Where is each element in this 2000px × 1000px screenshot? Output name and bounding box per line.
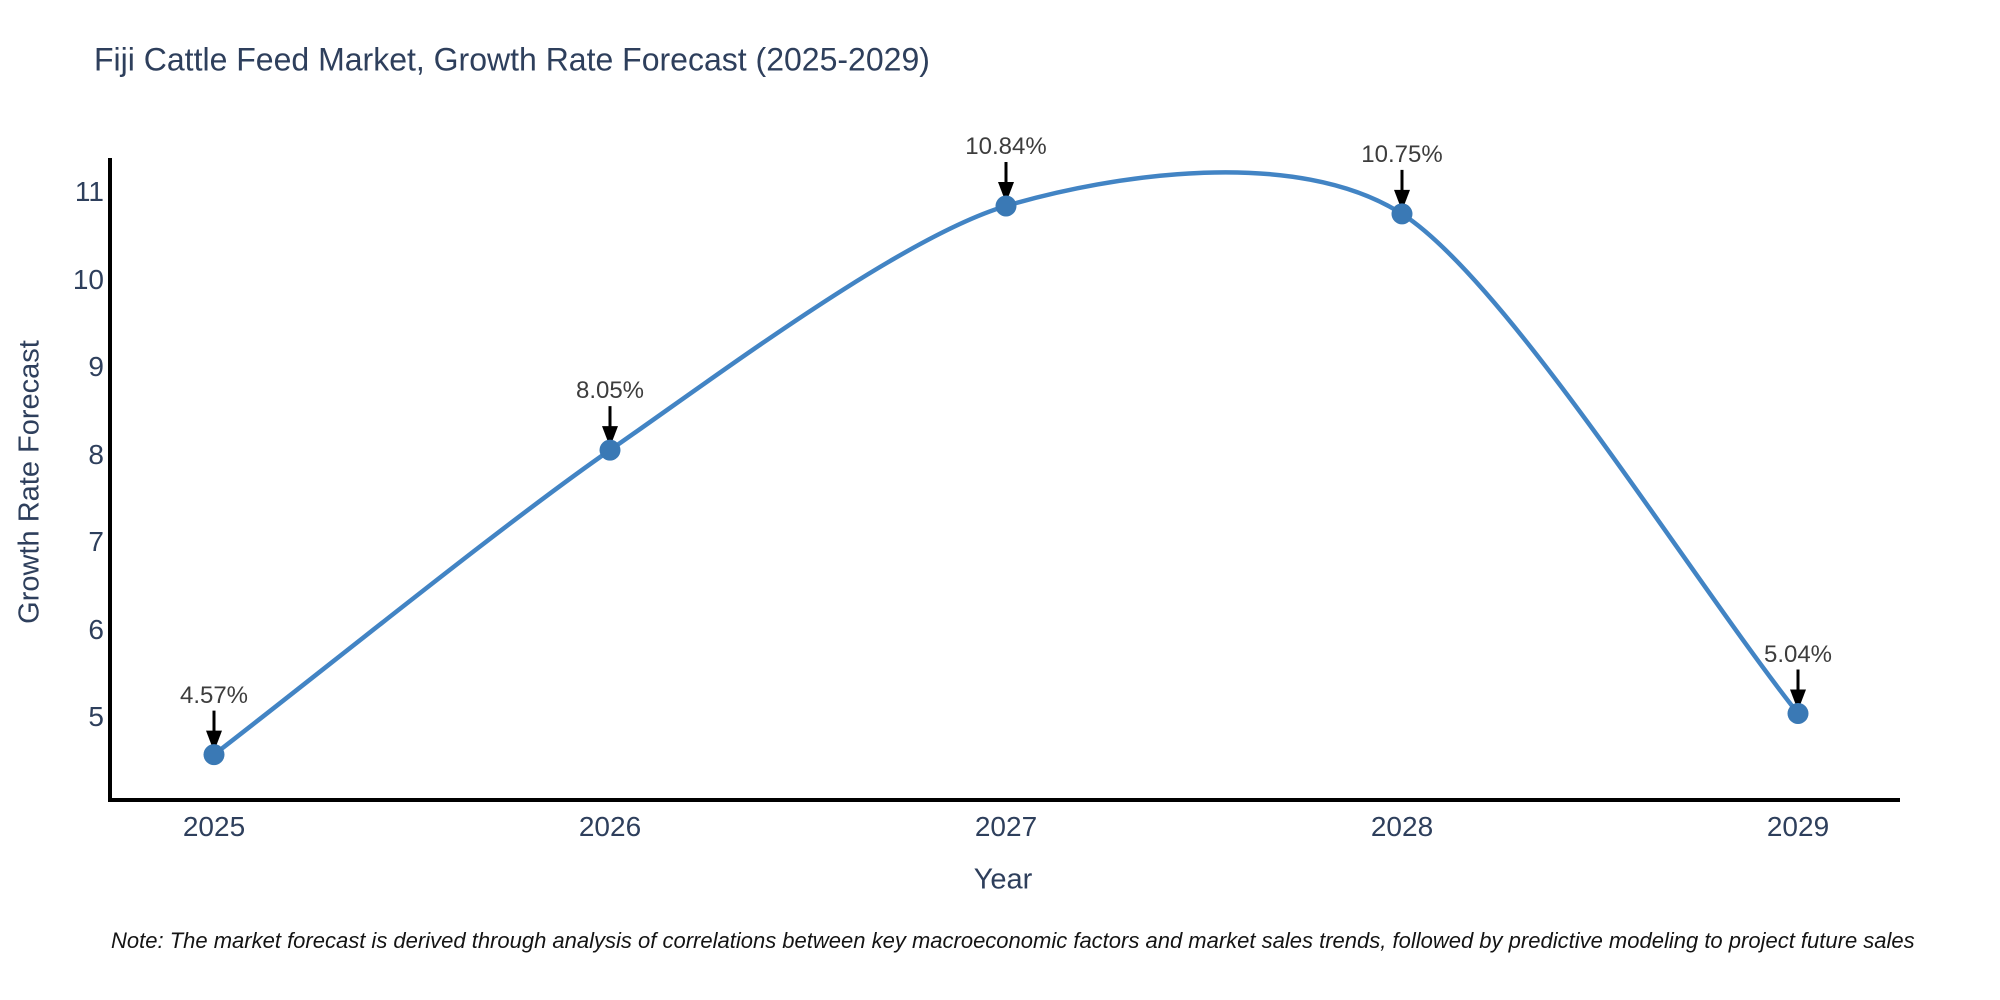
annotation-arrowhead-icon [1790,689,1806,711]
x-tick-label: 2029 [1766,811,1830,842]
data-point-markers [203,195,1809,766]
x-axis-title: Year [973,863,1033,896]
y-tick-label: 8 [88,438,104,470]
data-point-marker [1391,203,1413,225]
annotation-arrowhead-icon [206,730,222,752]
forecast-line [211,170,1801,757]
x-tick-label: 2026 [578,811,642,842]
point-label: 8.05% [575,377,645,405]
data-point-marker [599,439,621,461]
annotation-arrows [206,162,1806,752]
y-tick-label: 9 [88,351,104,382]
y-axis-title: Growth Rate Forecast [13,340,46,624]
annotation-arrowhead-icon [998,182,1014,203]
x-tick-label: 2028 [1370,811,1434,842]
footnote: Note: The market forecast is derived thr… [111,928,1915,953]
y-tick-label: 7 [88,526,104,557]
y-tick-label: 10 [72,263,104,295]
data-point-marker [203,744,225,766]
point-label: 5.04% [1763,640,1833,668]
annotation-arrowhead-icon [602,426,618,448]
y-tick-label: 5 [88,701,104,732]
chart-title: Fiji Cattle Feed Market, Growth Rate For… [94,41,930,78]
y-tick-label: 11 [74,176,104,207]
x-tick-label: 2025 [182,811,246,842]
data-point-marker [995,195,1017,217]
point-label: 10.84% [965,133,1047,160]
y-tick-label: 6 [88,613,104,645]
annotation-arrowhead-icon [1394,189,1410,211]
point-label: 10.75% [1361,140,1443,168]
point-label: 4.57% [179,681,249,709]
data-point-marker [1787,703,1809,724]
x-tick-label: 2027 [974,811,1038,842]
